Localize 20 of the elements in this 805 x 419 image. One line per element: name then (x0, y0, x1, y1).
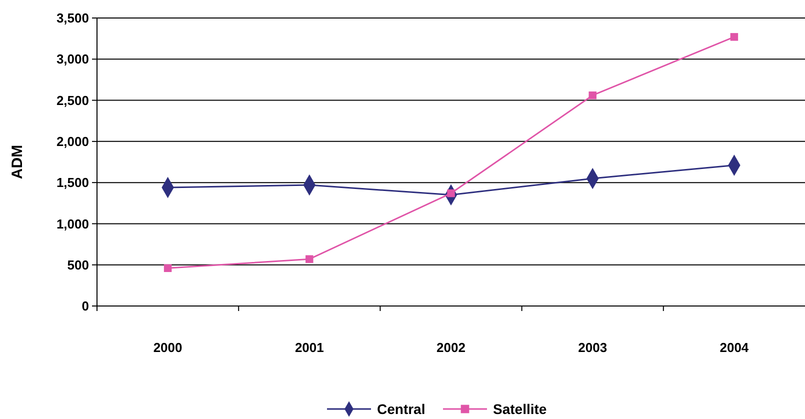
x-tick-label: 2004 (720, 340, 750, 355)
point (306, 255, 314, 263)
x-tick-label: 2000 (153, 340, 182, 355)
x-tick-label: 2001 (294, 340, 324, 355)
y-tick-label: 3,500 (56, 10, 89, 26)
y-tick-label: 2,500 (56, 92, 89, 108)
x-tick-label: 2003 (578, 340, 608, 355)
y-tick-label: 3,000 (56, 52, 89, 67)
point (164, 264, 172, 272)
y-tick-label: 500 (67, 257, 89, 272)
y-tick-label: 1,000 (56, 216, 89, 232)
y-tick-label: 2,000 (56, 134, 89, 149)
point (588, 91, 596, 100)
y-tick-label: 1,500 (56, 175, 89, 190)
legend-label: Central (377, 400, 426, 417)
y-axis-title: ADM (9, 144, 26, 180)
x-tick-label: 2002 (436, 340, 466, 355)
legend-label: Satellite (493, 400, 547, 417)
point (730, 33, 738, 41)
y-tick-label: 0 (82, 298, 89, 314)
